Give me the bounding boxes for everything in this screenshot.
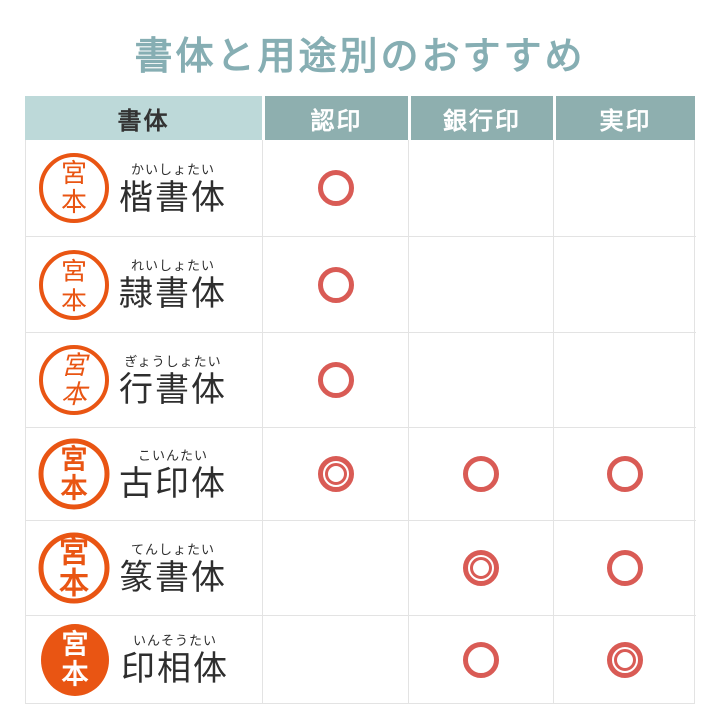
cell-kaisho-ginkoin: [409, 140, 554, 237]
svg-text:本: 本: [61, 380, 90, 410]
font-name: 篆書体: [119, 558, 227, 597]
recommendation-mark: [607, 267, 643, 303]
cell-insou-mitomein: [263, 616, 409, 703]
recommendation-mark: [317, 266, 354, 303]
table-row-reisho-font-cell: 宮 本 れいしょたい 隷書体: [26, 237, 263, 333]
svg-text:本: 本: [61, 188, 87, 218]
recommendation-mark: [463, 362, 499, 398]
recommendation-mark: [607, 170, 643, 206]
svg-text:本: 本: [59, 567, 89, 602]
svg-text:宮: 宮: [61, 256, 87, 285]
font-name: 隷書体: [119, 275, 227, 314]
recommendation-mark: [607, 362, 643, 398]
font-name: 印相体: [121, 650, 229, 689]
column-header-mitomein: 認印: [262, 96, 408, 140]
svg-text:本: 本: [62, 659, 89, 690]
seal-stamp-koin-icon: 宮 本: [38, 438, 110, 510]
cell-kaisho-jitsuin: [554, 140, 696, 237]
font-usage-table: 書体 認印 銀行印 実印 宮 本 かいしょたい 楷書体: [25, 96, 696, 704]
svg-text:本: 本: [61, 285, 87, 314]
font-label: れいしょたい 隷書体: [119, 255, 227, 313]
recommendation-mark: [317, 362, 354, 398]
recommendation-mark: [463, 641, 499, 678]
recommendation-mark: [463, 267, 499, 303]
svg-text:宮: 宮: [62, 628, 89, 660]
font-label: こいんたい 古印体: [119, 445, 227, 503]
cell-reisho-mitomein: [263, 237, 409, 333]
recommendation-mark: [317, 170, 354, 206]
font-name: 楷書体: [119, 178, 227, 217]
page: 書体と用途別のおすすめ 書体 認印 銀行印 実印 宮 本 かいしょたい 楷書体: [0, 25, 720, 720]
svg-text:本: 本: [61, 474, 88, 505]
font-label: かいしょたい 楷書体: [119, 159, 227, 217]
font-furigana: てんしょたい: [130, 541, 215, 557]
font-furigana: ぎょうしょたい: [124, 353, 222, 369]
cell-reisho-ginkoin: [409, 237, 554, 333]
table-row-gyousho-font-cell: 宮 本 ぎょうしょたい 行書体: [26, 333, 263, 428]
font-furigana: こいんたい: [137, 447, 208, 463]
seal-stamp-tensho-icon: 宮 本: [38, 532, 110, 604]
recommendation-mark: [318, 550, 354, 586]
recommendation-mark: [463, 550, 499, 586]
cell-gyousho-jitsuin: [554, 333, 696, 428]
cell-gyousho-ginkoin: [409, 333, 554, 428]
column-header-ginkoin: 銀行印: [408, 96, 553, 140]
cell-koin-mitomein: [263, 428, 409, 521]
seal-stamp-insou-icon: 宮 本: [41, 623, 109, 696]
seal-stamp-gyousho-icon: 宮 本: [39, 345, 109, 415]
svg-text:宮: 宮: [61, 351, 90, 381]
font-label: てんしょたい 篆書体: [119, 539, 227, 597]
recommendation-mark: [607, 456, 643, 492]
table-row-koin-font-cell: 宮 本 こいんたい 古印体: [26, 428, 263, 521]
cell-gyousho-mitomein: [263, 333, 409, 428]
font-furigana: れいしょたい: [130, 258, 215, 274]
table-row-insou-font-cell: 宮 本 いんそうたい 印相体: [26, 616, 263, 703]
cell-tensho-ginkoin: [409, 521, 554, 616]
recommendation-mark: [463, 170, 499, 206]
svg-text:宮: 宮: [61, 444, 88, 476]
svg-text:宮: 宮: [61, 159, 87, 189]
recommendation-mark: [607, 550, 643, 586]
table-header-row: 書体 認印 銀行印 実印: [25, 96, 695, 140]
font-name: 古印体: [119, 464, 227, 503]
cell-reisho-jitsuin: [554, 237, 696, 333]
table-row-tensho-font-cell: 宮 本 てんしょたい 篆書体: [26, 521, 263, 616]
recommendation-mark: [318, 642, 354, 678]
seal-stamp-reisho-icon: 宮 本: [39, 249, 109, 320]
cell-tensho-jitsuin: [554, 521, 696, 616]
cell-koin-jitsuin: [554, 428, 696, 521]
column-header-jitsuin: 実印: [553, 96, 695, 140]
font-label: いんそうたい 印相体: [121, 630, 229, 688]
cell-insou-jitsuin: [554, 616, 696, 703]
cell-insou-ginkoin: [409, 616, 554, 703]
seal-stamp-kaisho-icon: 宮 本: [39, 153, 109, 223]
font-label: ぎょうしょたい 行書体: [119, 351, 227, 409]
svg-text:宮: 宮: [59, 536, 89, 571]
font-furigana: いんそうたい: [132, 633, 217, 649]
cell-kaisho-mitomein: [263, 140, 409, 237]
recommendation-mark: [607, 641, 643, 678]
font-name: 行書体: [119, 370, 227, 409]
table-body: 宮 本 かいしょたい 楷書体 宮 本 れいしょたい: [25, 140, 696, 704]
font-furigana: かいしょたい: [130, 161, 215, 177]
recommendation-mark: [317, 456, 354, 492]
recommendation-mark: [463, 456, 499, 492]
page-title: 書体と用途別のおすすめ: [134, 36, 586, 78]
column-header-font: 書体: [25, 96, 262, 140]
table-row-kaisho-font-cell: 宮 本 かいしょたい 楷書体: [26, 140, 263, 237]
cell-koin-ginkoin: [409, 428, 554, 521]
cell-tensho-mitomein: [263, 521, 409, 616]
